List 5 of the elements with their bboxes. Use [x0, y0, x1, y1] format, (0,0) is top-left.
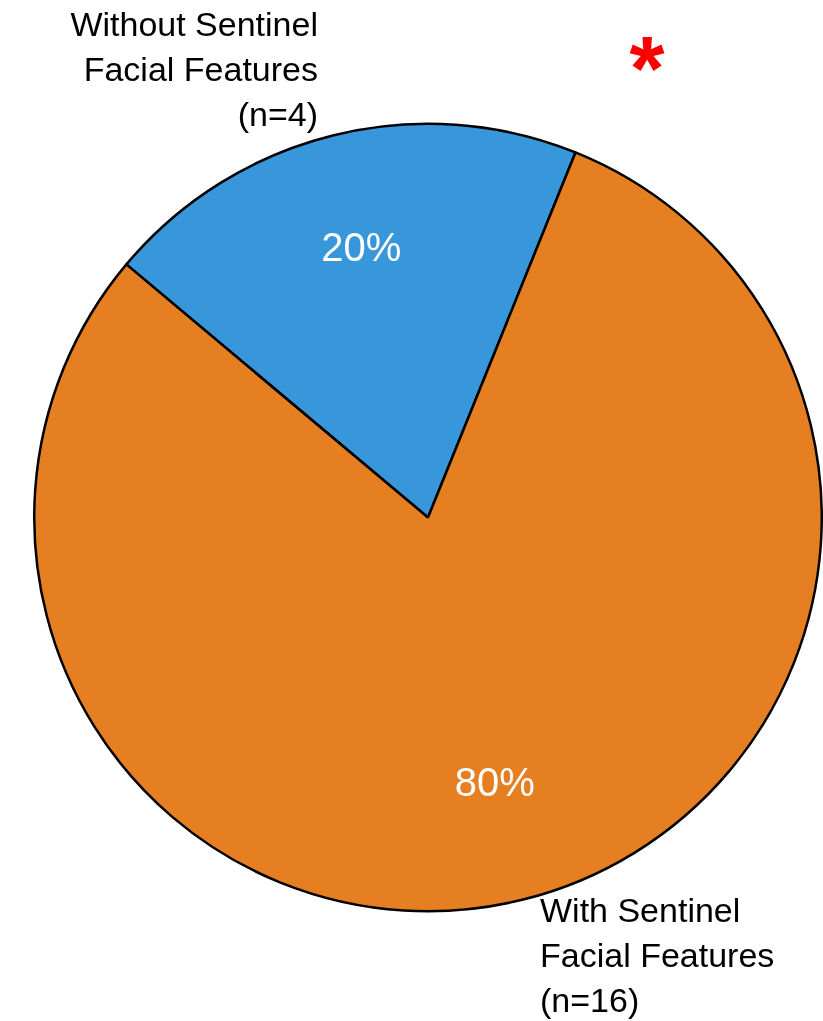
slice-label: With Sentinel Facial Features (n=16): [540, 891, 775, 1020]
text: *: [629, 18, 665, 119]
slice-label: Without Sentinel Facial Features (n=4): [70, 5, 318, 134]
data-label: 80%: [454, 759, 535, 804]
data-label: 20%: [321, 225, 402, 270]
